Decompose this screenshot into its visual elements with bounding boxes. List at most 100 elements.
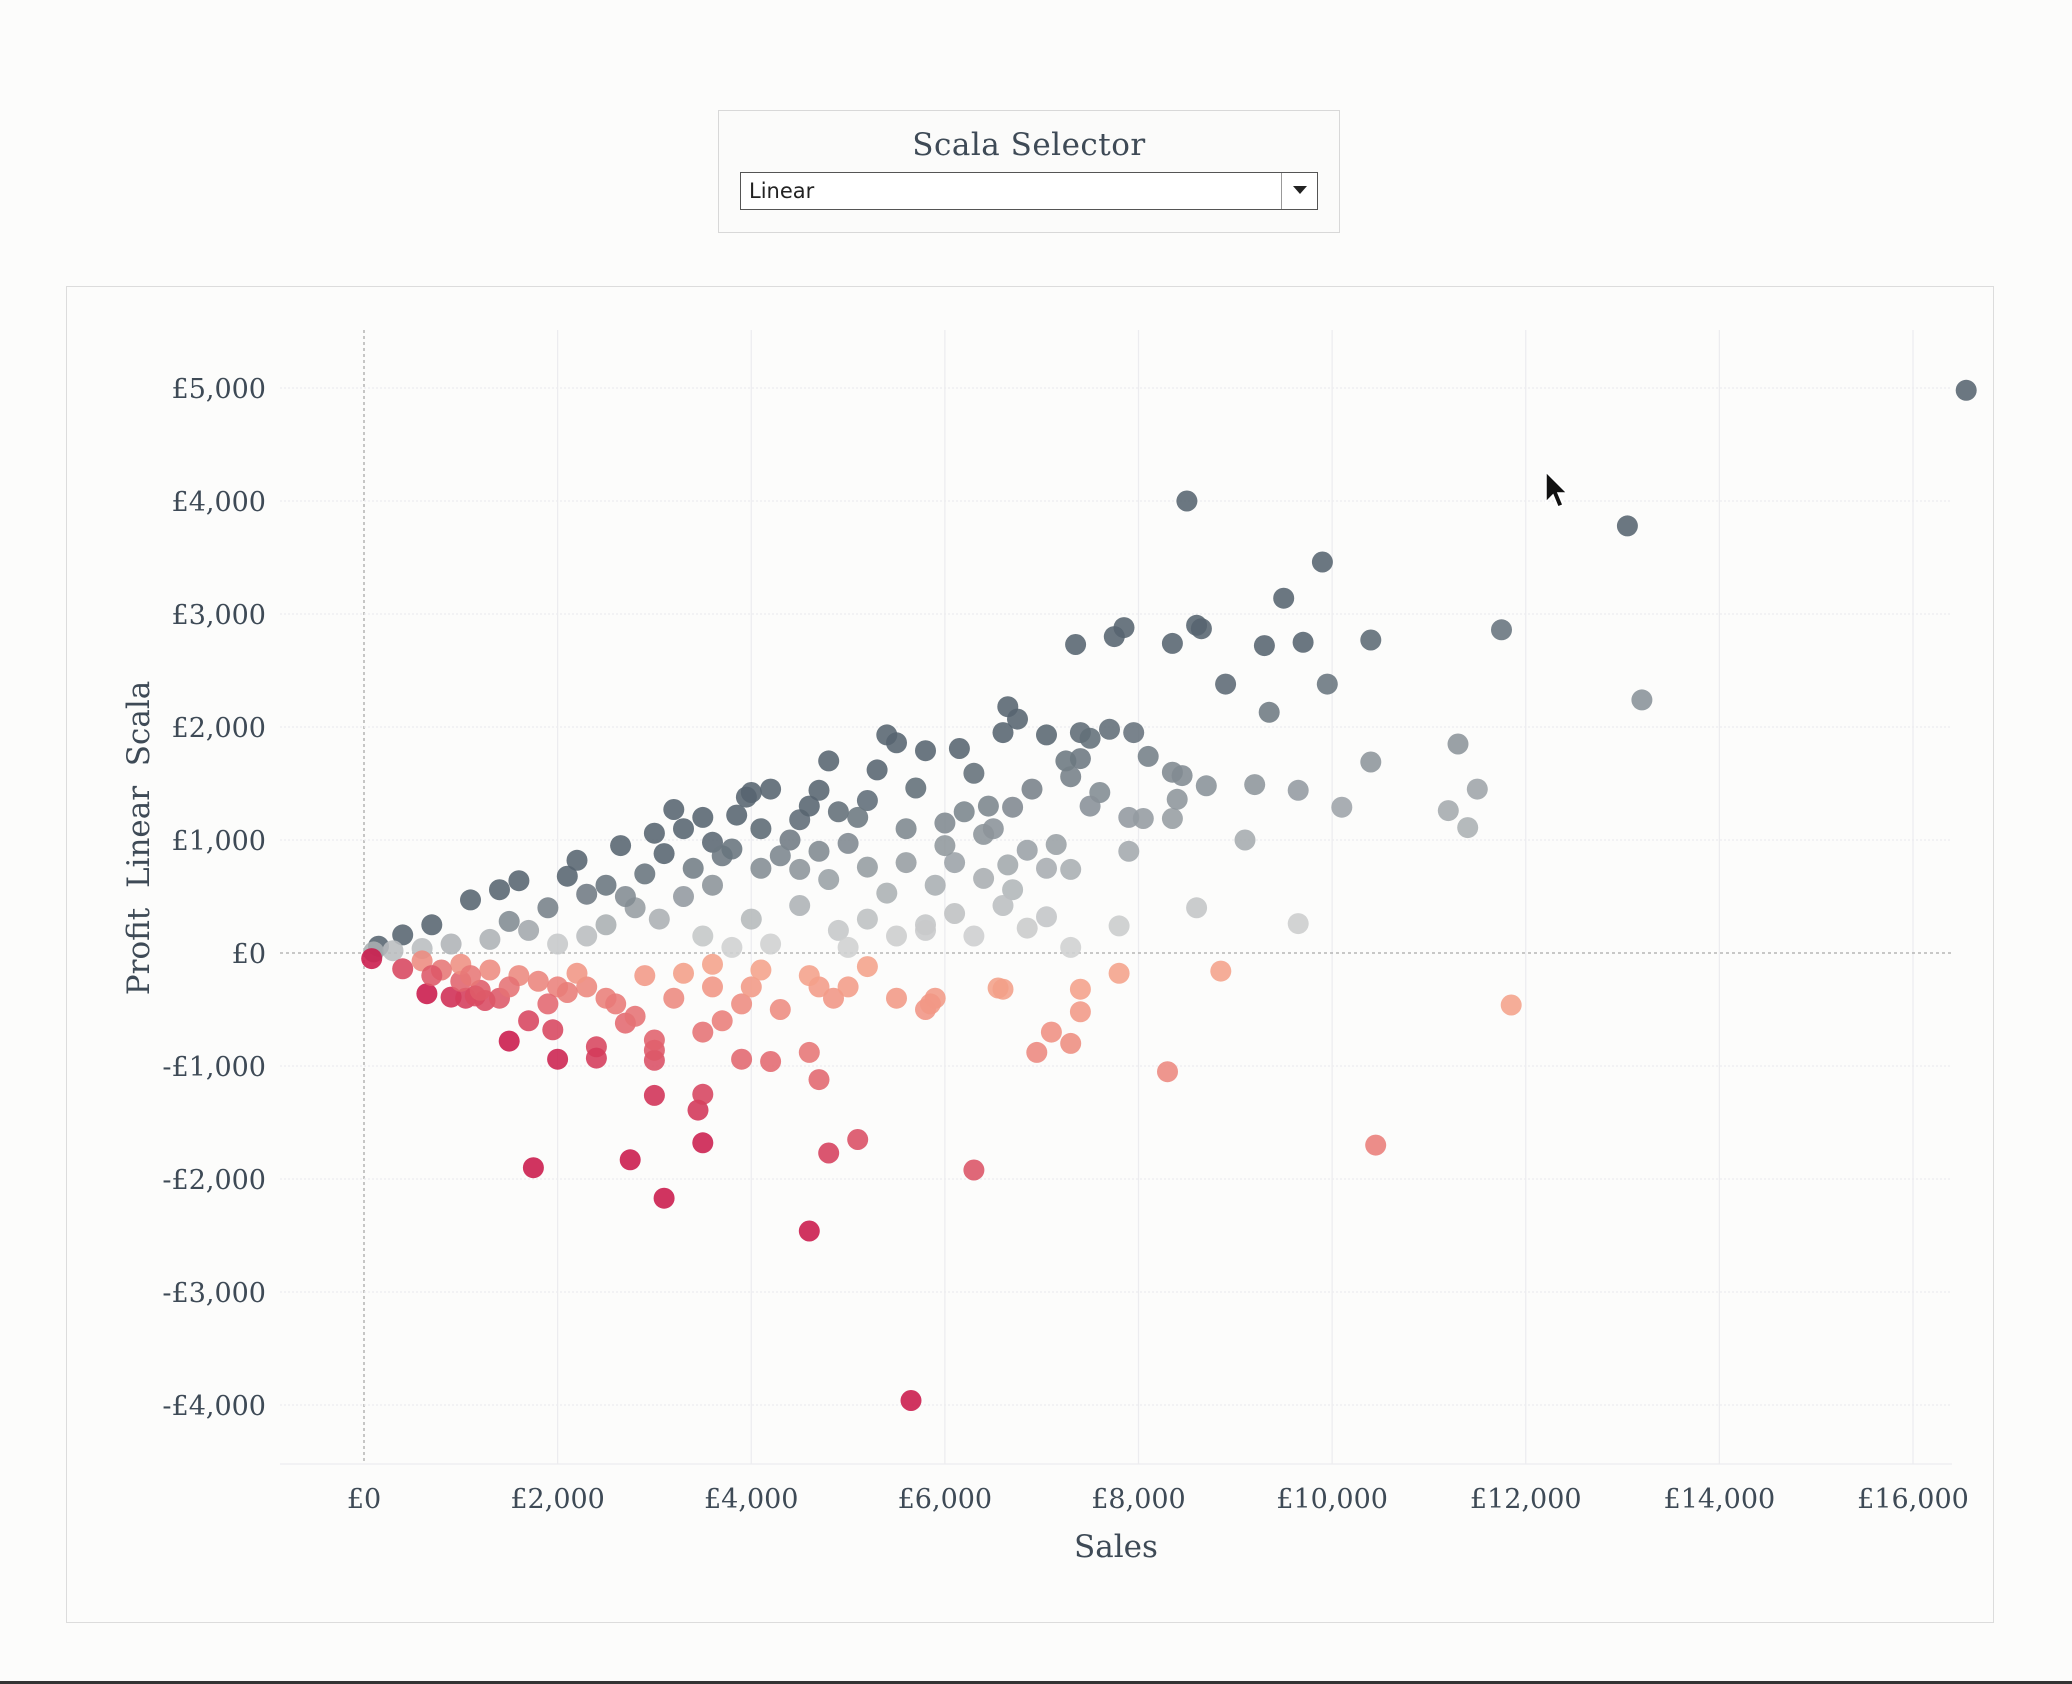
- scatter-point[interactable]: [692, 1083, 714, 1105]
- scatter-point[interactable]: [760, 933, 782, 955]
- scatter-point[interactable]: [827, 919, 849, 941]
- scatter-point[interactable]: [798, 1220, 820, 1242]
- scatter-point[interactable]: [750, 857, 772, 879]
- scatter-point[interactable]: [614, 886, 636, 907]
- scatter-point[interactable]: [1500, 994, 1522, 1016]
- scatter-point[interactable]: [692, 1021, 714, 1043]
- scatter-point[interactable]: [769, 845, 791, 867]
- scatter-point[interactable]: [1099, 718, 1120, 740]
- scatter-point[interactable]: [1215, 673, 1237, 695]
- scatter-point[interactable]: [610, 835, 632, 857]
- scatter-point[interactable]: [827, 801, 849, 823]
- scatter-point[interactable]: [750, 818, 772, 840]
- scatter-point[interactable]: [1631, 689, 1653, 711]
- scatter-point[interactable]: [1137, 745, 1159, 767]
- scatter-point[interactable]: [566, 962, 588, 984]
- scatter-point[interactable]: [837, 936, 859, 958]
- scatter-point[interactable]: [440, 933, 462, 955]
- scatter-point[interactable]: [605, 993, 627, 1015]
- scatter-point[interactable]: [992, 722, 1014, 744]
- scatter-point[interactable]: [934, 835, 956, 857]
- scatter-point[interactable]: [1079, 795, 1101, 817]
- scatter-point[interactable]: [948, 738, 970, 759]
- scatter-point[interactable]: [1036, 857, 1057, 879]
- scatter-point[interactable]: [789, 858, 811, 880]
- scatter-point[interactable]: [1186, 897, 1208, 919]
- scatter-point[interactable]: [808, 840, 830, 862]
- scatter-point[interactable]: [1273, 587, 1295, 609]
- scatter-point[interactable]: [1311, 551, 1333, 573]
- scatter-point[interactable]: [919, 993, 941, 1015]
- scatter-point[interactable]: [856, 790, 878, 811]
- scatter-point[interactable]: [789, 895, 811, 916]
- scatter-point[interactable]: [1016, 839, 1038, 861]
- chevron-down-icon[interactable]: [1281, 173, 1317, 209]
- scatter-point[interactable]: [518, 919, 540, 941]
- scatter-point[interactable]: [421, 965, 443, 987]
- scatter-point[interactable]: [1287, 779, 1309, 801]
- scatter-point[interactable]: [1365, 1134, 1387, 1156]
- scatter-point[interactable]: [1069, 1001, 1091, 1023]
- scatter-point[interactable]: [595, 874, 617, 896]
- scatter-point[interactable]: [1007, 708, 1028, 730]
- scatter-point[interactable]: [1118, 840, 1140, 862]
- scatter-point[interactable]: [1065, 634, 1087, 655]
- scatter-point[interactable]: [818, 869, 840, 890]
- scatter-point[interactable]: [866, 759, 888, 781]
- scatter-point[interactable]: [479, 959, 501, 981]
- scatter-point[interactable]: [1210, 960, 1232, 982]
- scatter-point[interactable]: [382, 940, 404, 962]
- scatter-point[interactable]: [760, 778, 782, 800]
- scatter-point[interactable]: [944, 903, 966, 924]
- scatter-point[interactable]: [837, 832, 859, 854]
- scatter-point[interactable]: [1616, 515, 1638, 537]
- scatter-point[interactable]: [663, 799, 685, 820]
- scatter-point[interactable]: [798, 965, 820, 987]
- scatter-point[interactable]: [740, 908, 762, 930]
- scatter-point[interactable]: [1244, 774, 1266, 796]
- scatter-point[interactable]: [823, 987, 844, 1009]
- scatter-point[interactable]: [1040, 1021, 1062, 1043]
- scatter-point[interactable]: [1026, 1041, 1048, 1063]
- scatter-point[interactable]: [905, 777, 927, 799]
- scatter-point[interactable]: [498, 910, 520, 932]
- scatter-point[interactable]: [1161, 808, 1183, 829]
- scatter-point[interactable]: [1108, 915, 1130, 937]
- scatter-point[interactable]: [973, 867, 995, 889]
- scatter-point[interactable]: [856, 908, 878, 930]
- scatter-point[interactable]: [547, 933, 569, 955]
- scatter-point[interactable]: [576, 883, 598, 905]
- scatter-point[interactable]: [895, 818, 917, 840]
- scatter-point[interactable]: [1060, 936, 1082, 958]
- scatter-point[interactable]: [1292, 631, 1314, 653]
- scatter-point[interactable]: [808, 1069, 830, 1091]
- scatter-point[interactable]: [856, 856, 878, 878]
- scatter-point[interactable]: [542, 1019, 564, 1041]
- scatter-point[interactable]: [648, 908, 670, 930]
- scatter-point[interactable]: [682, 857, 704, 879]
- scatter-point[interactable]: [692, 1132, 714, 1154]
- scatter-point[interactable]: [498, 976, 520, 998]
- scatter-point[interactable]: [1955, 379, 1977, 401]
- scatter-point[interactable]: [1002, 796, 1024, 818]
- scatter-point[interactable]: [556, 865, 578, 887]
- scatter-point[interactable]: [1002, 879, 1024, 901]
- scatter-point[interactable]: [944, 852, 966, 874]
- scatter-point[interactable]: [1437, 800, 1459, 822]
- scatter-point[interactable]: [798, 795, 820, 817]
- scatter-point[interactable]: [673, 818, 694, 840]
- scatter-point[interactable]: [769, 999, 791, 1020]
- scatter-point[interactable]: [624, 1005, 646, 1027]
- scatter-point[interactable]: [1447, 733, 1469, 755]
- scatter-point[interactable]: [702, 976, 723, 998]
- scatter-point[interactable]: [634, 965, 656, 987]
- scatter-point[interactable]: [1036, 724, 1057, 746]
- scatter-point[interactable]: [1176, 490, 1198, 512]
- scatter-point[interactable]: [1360, 629, 1382, 651]
- scatter-point[interactable]: [392, 958, 414, 980]
- scatter-point[interactable]: [1166, 788, 1188, 810]
- scatter-point[interactable]: [1316, 673, 1338, 695]
- scatter-point[interactable]: [992, 895, 1014, 916]
- scatter-point[interactable]: [876, 882, 898, 904]
- scatter-point[interactable]: [663, 987, 685, 1009]
